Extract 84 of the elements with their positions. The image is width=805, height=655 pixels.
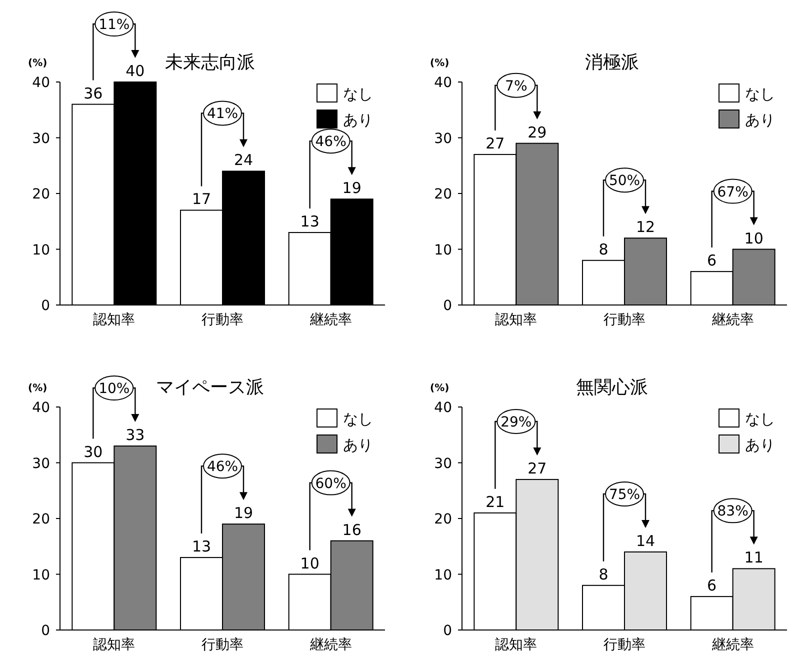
annotation: 75% [608, 486, 640, 503]
text: 10% [98, 381, 130, 398]
text: 11% [98, 17, 130, 33]
y-axis-title: (%) [430, 58, 450, 69]
legend-label: あり [745, 436, 775, 454]
data-label: 24 [234, 151, 254, 170]
data-label: 40 [126, 62, 145, 80]
data-label: 30 [84, 442, 103, 461]
legend-label: なし [343, 85, 373, 103]
chart-title: マイペース派 [156, 377, 264, 398]
annotation: 83% [717, 504, 748, 520]
annotation: 60% [315, 476, 346, 492]
y-axis-title: (%) [430, 383, 450, 394]
data-label: 19 [234, 504, 254, 522]
y-tick-label: 20 [32, 186, 50, 202]
x-tick-label: 認知率 [93, 637, 136, 653]
y-tick-label: 30 [32, 130, 50, 147]
annotation: 67% [717, 184, 748, 200]
y-tick-label: 10 [32, 567, 50, 584]
annotation: 41% [206, 106, 238, 122]
data-label: 21 [486, 492, 505, 511]
annotation: 46% [315, 134, 346, 150]
y-axis-title: (%) [28, 58, 48, 69]
x-tick-label: 行動率 [604, 312, 646, 328]
legend-label: なし [745, 85, 775, 103]
y-tick-label: 40 [32, 400, 50, 416]
legend-label: あり [343, 436, 373, 454]
y-tick-label: 40 [32, 75, 50, 91]
chart-title: 無関心派 [576, 377, 648, 398]
x-tick-label: 継続率 [710, 637, 754, 653]
y-tick-label: 10 [434, 567, 452, 584]
x-tick-label: 認知率 [495, 637, 538, 653]
data-label: 27 [486, 134, 505, 152]
data-label: 10 [300, 554, 320, 572]
x-tick-label: 継続率 [710, 312, 754, 328]
data-label: 13 [192, 538, 212, 556]
y-tick-label: 0 [41, 623, 50, 639]
chart-title: 消極派 [585, 52, 639, 73]
data-label: 13 [300, 212, 320, 231]
y-tick-label: 40 [434, 75, 452, 91]
x-tick-label: 行動率 [202, 312, 244, 328]
y-tick-label: 0 [443, 298, 452, 314]
y-tick-label: 30 [434, 130, 452, 147]
data-label: 27 [528, 459, 547, 478]
y-tick-label: 20 [32, 512, 50, 528]
data-label: 19 [342, 179, 362, 198]
y-tick-label: 30 [434, 456, 452, 472]
y-tick-label: 20 [434, 186, 452, 202]
legend-label: なし [343, 410, 373, 428]
y-tick-label: 30 [32, 456, 50, 472]
x-tick-label: 認知率 [93, 312, 136, 328]
y-axis-title: (%) [28, 383, 48, 394]
legend-label: あり [745, 111, 775, 129]
annotation: 50% [608, 173, 640, 190]
data-label: 12 [636, 218, 656, 236]
data-label: 14 [636, 532, 656, 550]
x-tick-label: 認知率 [495, 312, 538, 328]
data-label: 33 [126, 426, 145, 444]
x-tick-label: 行動率 [604, 637, 646, 653]
y-tick-label: 10 [32, 242, 50, 258]
x-tick-label: 継続率 [308, 637, 352, 653]
data-label: 10 [744, 229, 764, 248]
legend-label: あり [343, 111, 373, 129]
data-label: 17 [192, 190, 212, 208]
y-tick-label: 40 [434, 400, 452, 416]
annotation: 29% [500, 414, 532, 430]
data-label: 29 [528, 123, 547, 142]
y-tick-label: 20 [434, 512, 452, 528]
y-tick-label: 0 [443, 623, 452, 639]
chart-title: 未来志向派 [165, 52, 255, 73]
legend-label: なし [745, 410, 775, 428]
data-label: 36 [84, 84, 103, 102]
data-label: 6 [707, 252, 717, 270]
data-label: 6 [707, 576, 717, 595]
x-tick-label: 行動率 [202, 637, 244, 653]
y-tick-label: 0 [41, 298, 50, 314]
annotation: 7% [505, 78, 528, 94]
y-tick-label: 10 [434, 242, 452, 258]
x-tick-label: 継続率 [308, 312, 352, 328]
data-label: 11 [744, 548, 764, 567]
data-label: 8 [598, 240, 608, 258]
data-label: 8 [598, 565, 608, 584]
annotation: 46% [206, 459, 238, 476]
data-label: 16 [342, 520, 362, 539]
